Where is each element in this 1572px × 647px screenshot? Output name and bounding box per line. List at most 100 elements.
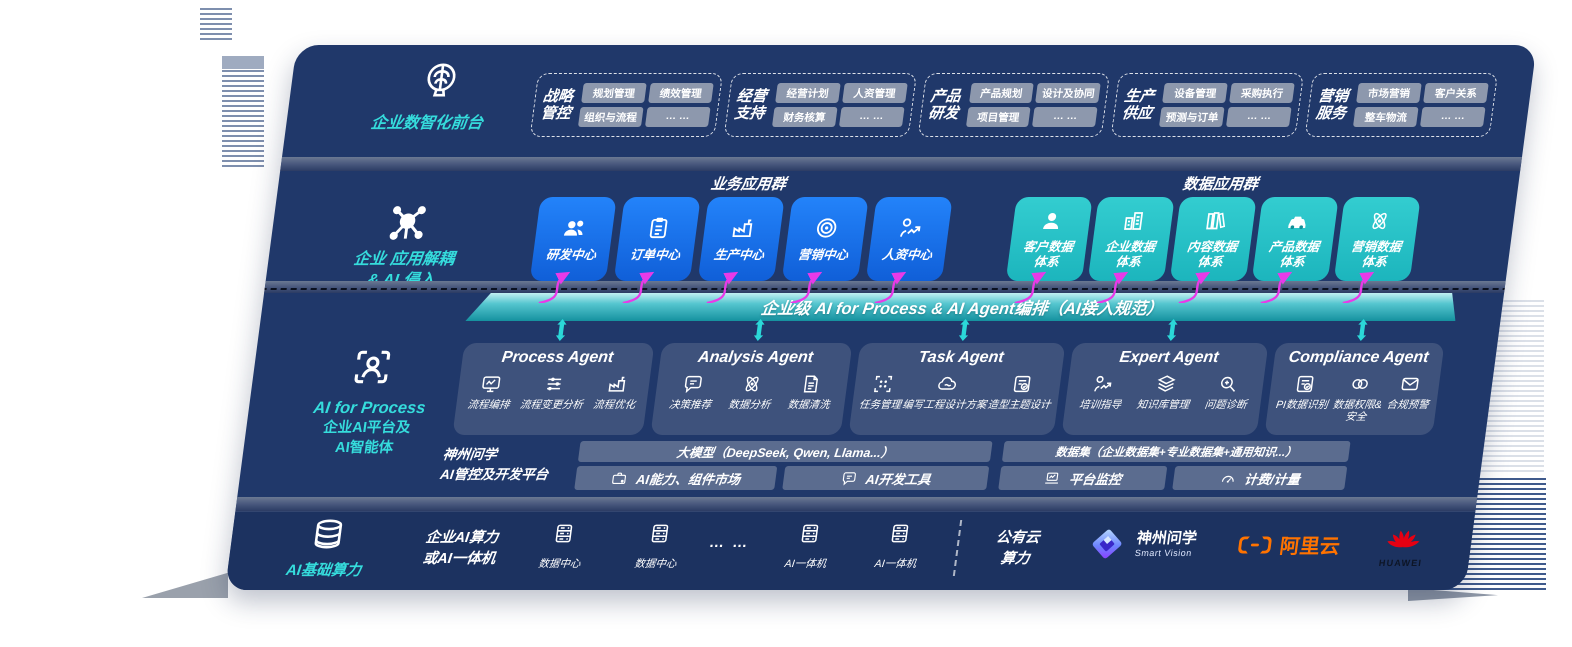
car-icon — [1284, 209, 1311, 233]
group-operation: 经营支持 经营计划 人资管理 财务核算 … … — [723, 73, 917, 137]
chat-tool-icon — [840, 470, 859, 487]
decor-stripes-left — [222, 56, 264, 170]
layers-icon — [1153, 373, 1178, 395]
huawei-wordmark: HUAWEI — [1378, 558, 1423, 568]
agent-card-process: Process Agent 流程编排 流程变更分析 流程优化 — [452, 343, 655, 435]
group-production-supply: 生产供应 设备管理 采购执行 预测与订单 … … — [1111, 73, 1305, 137]
updown-arrow-icon — [554, 319, 569, 341]
huawei-flower-icon — [1387, 530, 1420, 548]
flow-arrow — [622, 271, 655, 303]
platform-monitor-bar: 平台监控 — [998, 466, 1168, 490]
aliyun-bracket-icon — [1238, 535, 1272, 554]
group-product-rnd: 产品研发 产品规划 设计及协同 项目管理 … … — [917, 73, 1111, 137]
platform-label: 神州问学 AI管控及开发平台 — [439, 447, 550, 483]
flow-arrow — [1342, 271, 1375, 303]
scan-person-icon — [347, 345, 397, 389]
chip: 绩效管理 — [648, 83, 714, 103]
agents-row: Process Agent 流程编排 流程变更分析 流程优化 Analysis … — [452, 343, 1445, 435]
chip: 规划管理 — [581, 83, 647, 103]
huawei-logo: HUAWEI — [1368, 518, 1439, 568]
smart-vision-diamond-icon — [1092, 529, 1122, 559]
compute-node: AI一体机 — [860, 522, 936, 571]
flow-arrow — [1014, 271, 1047, 303]
doc-icon — [799, 373, 824, 395]
ai-compute-label-block: AI基础算力 — [262, 517, 390, 580]
group-marketing-service: 营销服务 市场营销 客户关系 整车物流 … … — [1304, 73, 1499, 137]
monitor-icon — [479, 373, 504, 395]
chip: … … — [838, 107, 905, 127]
chip: 人资管理 — [841, 83, 908, 103]
chip: 财务核算 — [771, 107, 838, 127]
molecule-icon — [382, 201, 432, 245]
chip: 组织与流程 — [577, 107, 644, 127]
chip: 市场营销 — [1356, 83, 1422, 103]
sliders-icon — [542, 373, 567, 395]
factory-icon — [604, 373, 629, 395]
gauge-icon — [1218, 470, 1237, 487]
updown-arrow-icon — [1165, 319, 1180, 341]
group-title: 经营支持 — [733, 87, 768, 122]
laptop-icon — [1043, 470, 1062, 487]
decor-wedge-left — [142, 572, 228, 598]
public-cloud-label: 公有云 算力 — [995, 530, 1041, 568]
flow-arrow — [706, 271, 739, 303]
group-strategy: 战略管控 规划管理 绩效管理 组织与流程 … … — [529, 73, 723, 137]
decor-stripes-topleft — [200, 8, 232, 42]
chat-icon — [680, 373, 705, 395]
link-icon — [1348, 373, 1373, 395]
cloud-icon — [935, 373, 960, 395]
billing-bar: 计费/计量 — [1172, 466, 1348, 490]
chip: 设备管理 — [1162, 83, 1229, 103]
flow-arrow — [790, 271, 823, 303]
chip: … … — [644, 107, 711, 127]
card-check-icon — [1292, 373, 1317, 395]
person-trend-icon — [1090, 373, 1115, 395]
ai-for-process-label: AI for Process 企业AI平台及 AI智能体 — [312, 399, 427, 456]
data-apps-header: 数据应用群 — [1181, 176, 1260, 193]
server-icon — [796, 522, 822, 545]
chip: 整车物流 — [1353, 107, 1419, 127]
chip: 项目管理 — [965, 107, 1032, 127]
grid-icon — [870, 373, 895, 395]
ai-devtools-bar: AI开发工具 — [782, 466, 990, 490]
dataset-bar: 数据集（企业数据集+专业数据集+通用知识...） — [1001, 441, 1351, 462]
database-icon — [309, 517, 347, 551]
factory-icon — [728, 215, 757, 241]
group-title: 营销服务 — [1314, 87, 1350, 122]
mail-icon — [1398, 373, 1423, 395]
ellipsis-nodes: … … — [708, 534, 751, 551]
platform-data-group: 数据集（企业数据集+专业数据集+通用知识...） 平台监控 计费/计量 — [998, 441, 1351, 490]
atom-icon — [1366, 209, 1393, 233]
chip: … … — [1226, 107, 1292, 127]
group-title: 生产供应 — [1121, 87, 1156, 122]
users-icon — [560, 215, 589, 241]
person-icon — [1038, 209, 1065, 233]
flow-arrow — [1178, 271, 1211, 303]
books-icon — [1202, 209, 1229, 233]
atom-icon — [740, 373, 765, 395]
server-icon — [886, 522, 912, 545]
agent-card-analysis: Analysis Agent 决策推荐 数据分析 数据清洗 — [650, 343, 853, 435]
updown-arrow-icon — [957, 319, 972, 341]
briefcase-icon — [610, 470, 629, 487]
aliyun-wordmark: 阿里云 — [1278, 536, 1342, 558]
agent-card-expert: Expert Agent 培训指导 知识库管理 问题诊断 — [1061, 343, 1269, 435]
chip: 设计及协同 — [1035, 83, 1102, 103]
agent-card-task: Task Agent 任务管理 编写工程设计方案 造型主题设计 — [848, 343, 1066, 435]
target-icon — [812, 215, 841, 241]
clipboard-icon — [644, 215, 673, 241]
smart-vision-logo: 神州问学 Smart Vision — [1084, 524, 1198, 564]
ledge-3 — [235, 497, 1478, 511]
compute-node: AI一体机 — [770, 522, 846, 571]
brain-icon — [417, 59, 465, 101]
server-icon — [646, 522, 672, 545]
group-title: 产品研发 — [927, 87, 962, 122]
group-title: 战略管控 — [539, 87, 575, 122]
platform-model-group: 大模型（DeepSeek, Qwen, Llama...） AI能力、组件市场 … — [574, 441, 993, 490]
compute-layer: AI基础算力 企业AI算力 或AI一体机 数据中心 数据中心 … … AI一体机 — [225, 511, 1476, 590]
flow-arrow — [1096, 271, 1129, 303]
building-icon — [1120, 209, 1147, 233]
updown-arrow-icon — [752, 319, 767, 341]
main-panel: 企业数智化前台 战略管控 规划管理 绩效管理 组织与流程 … … 经营支持 经营… — [225, 45, 1537, 590]
